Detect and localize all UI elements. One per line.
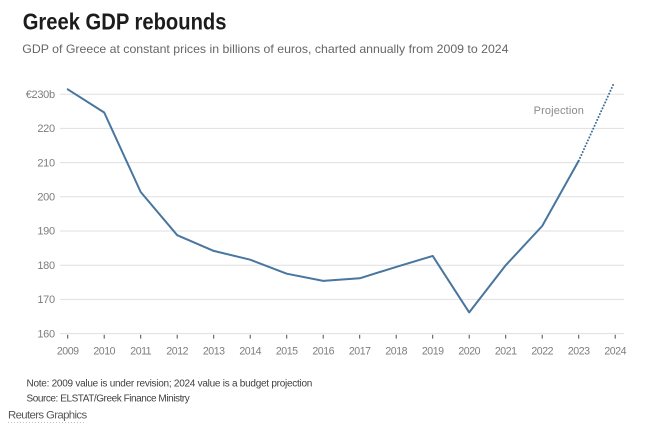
svg-text:2019: 2019 (422, 346, 444, 358)
svg-text:2014: 2014 (239, 346, 261, 358)
svg-text:Note: 2009 value is under revi: Note: 2009 value is under revision; 2024… (27, 378, 313, 389)
svg-text:2015: 2015 (276, 346, 298, 358)
svg-text:180: 180 (37, 260, 55, 272)
svg-text:2020: 2020 (458, 346, 480, 358)
svg-text:Reuters Graphics: Reuters Graphics (8, 409, 87, 421)
svg-text:220: 220 (37, 123, 55, 135)
svg-text:170: 170 (37, 294, 55, 306)
svg-text:2023: 2023 (568, 346, 590, 358)
svg-text:210: 210 (37, 157, 55, 169)
svg-text:2022: 2022 (531, 346, 553, 358)
svg-text:€230b: €230b (26, 89, 55, 101)
svg-text:Source: ELSTAT/Greek Finance M: Source: ELSTAT/Greek Finance Ministry (27, 393, 190, 404)
svg-text:2011: 2011 (130, 346, 151, 358)
svg-text:Projection: Projection (534, 105, 584, 117)
svg-text:2009: 2009 (57, 346, 79, 358)
svg-text:2024: 2024 (604, 346, 626, 358)
svg-text:GDP of Greece at constant pric: GDP of Greece at constant prices in bill… (22, 42, 509, 56)
svg-text:2013: 2013 (203, 346, 225, 358)
svg-text:2017: 2017 (349, 346, 371, 358)
svg-text:2016: 2016 (312, 346, 334, 358)
svg-text:190: 190 (37, 226, 55, 238)
svg-text:2010: 2010 (93, 346, 115, 358)
svg-text:2021: 2021 (495, 346, 517, 358)
svg-text:2012: 2012 (166, 346, 188, 358)
svg-text:160: 160 (37, 328, 55, 340)
svg-text:Greek GDP rebounds: Greek GDP rebounds (23, 9, 227, 35)
svg-text:200: 200 (37, 192, 55, 204)
svg-text:2018: 2018 (385, 346, 407, 358)
